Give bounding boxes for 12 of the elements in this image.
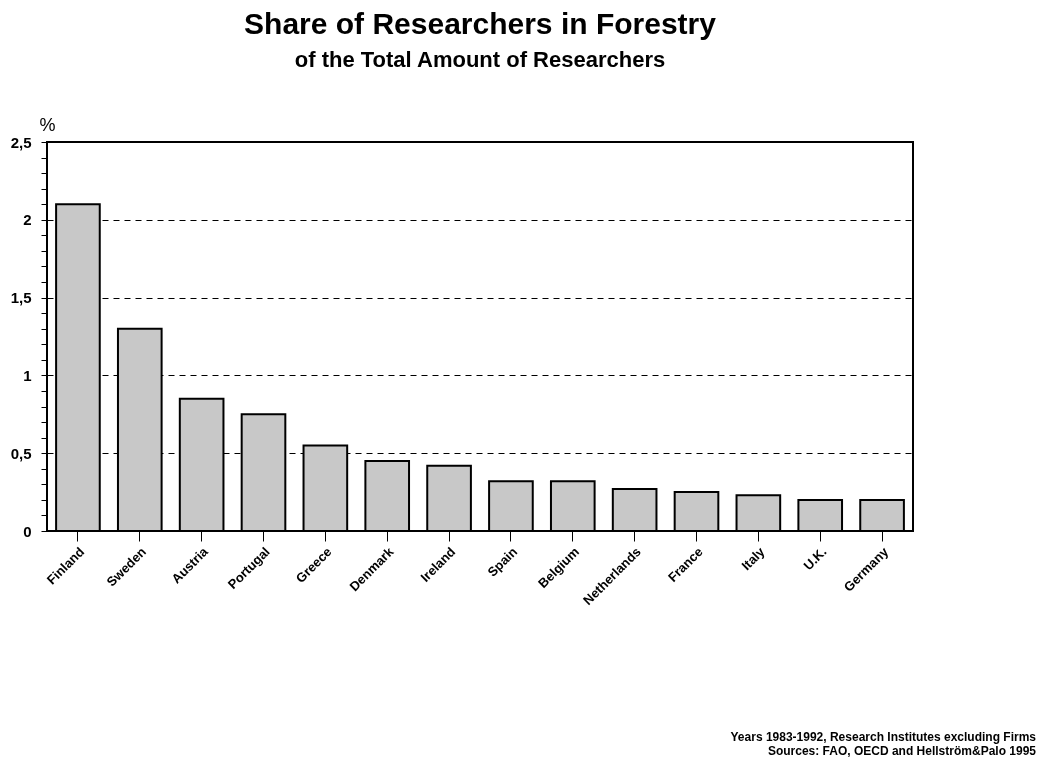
y-tick-label: 2 (23, 211, 32, 229)
text: Years 1983-1992, Research Institutes excluding Firms (730, 730, 1036, 744)
y-tick-label: 0,5 (10, 444, 32, 462)
y-tick-label: 2,5 (10, 133, 32, 151)
chart-subtitle: of the Total Amount of Researchers (294, 47, 666, 72)
chart-title: Share of Researchers in Forestry (244, 7, 717, 40)
y-tick-label: 0 (23, 522, 32, 540)
y-tick-label: 1 (23, 366, 32, 384)
y-tick-label: 1,5 (10, 289, 32, 307)
x-tick-label: U.K. (800, 544, 830, 574)
source-note: Sources: FAO, OECD and Hellström&Palo 1995 (766, 744, 1036, 758)
y-axis-title: % (39, 114, 56, 135)
